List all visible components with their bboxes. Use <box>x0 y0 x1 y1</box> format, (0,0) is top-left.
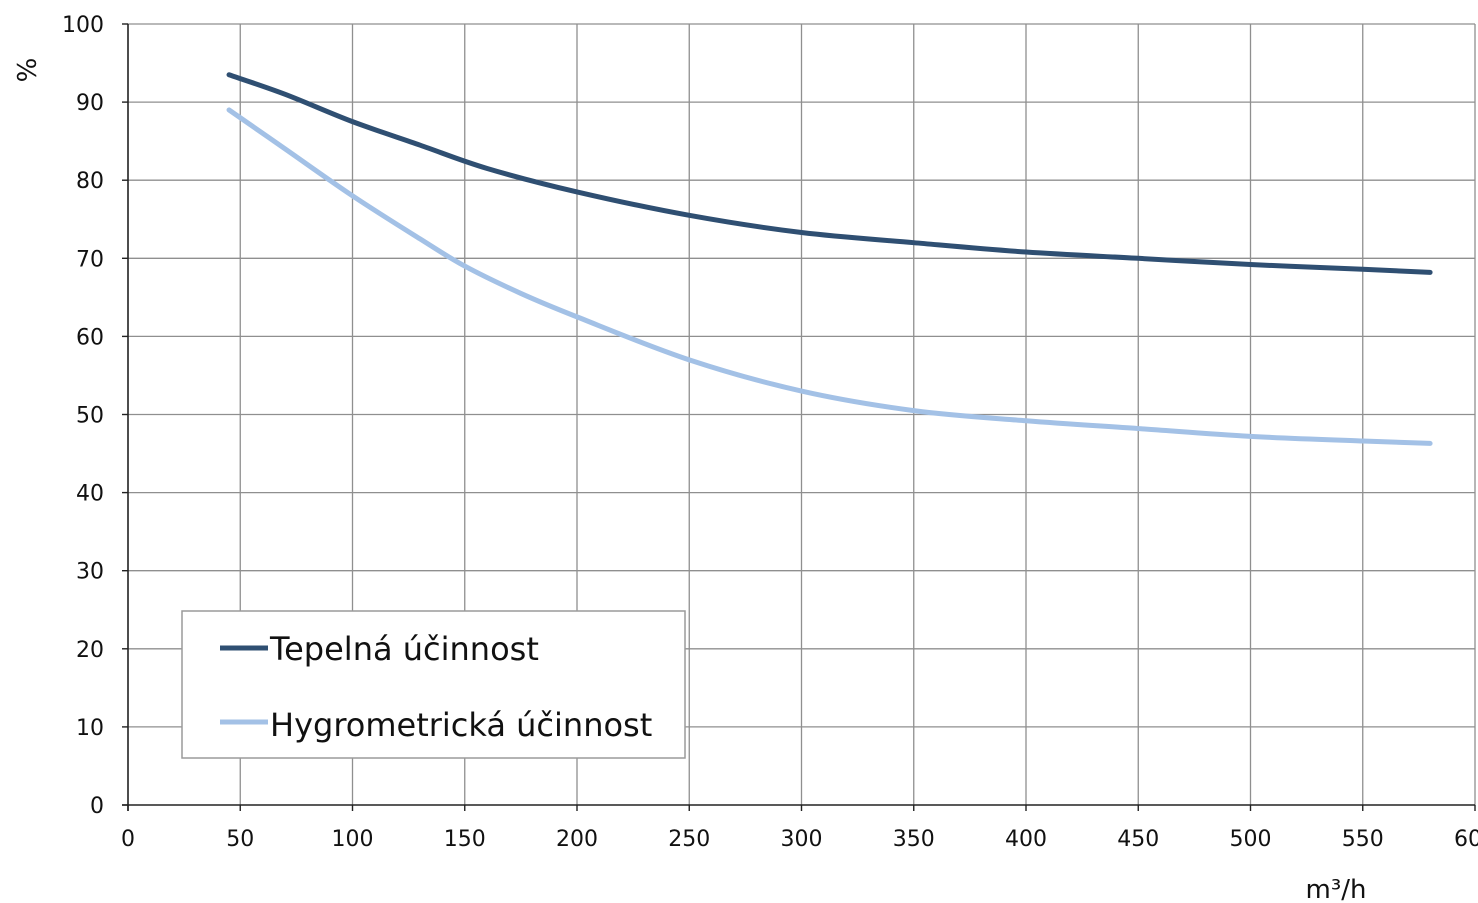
y-tick-label-80: 80 <box>76 169 104 194</box>
y-tick-label-70: 70 <box>76 247 104 272</box>
y-tick-label-40: 40 <box>76 482 104 507</box>
x-tick-label-200: 200 <box>556 827 598 852</box>
x-tick-label-50: 50 <box>226 827 254 852</box>
x-tick-label-100: 100 <box>332 827 374 852</box>
y-tick-label-30: 30 <box>76 560 104 585</box>
x-tick-label-150: 150 <box>444 827 486 852</box>
legend-label-tepelna: Tepelná účinnost <box>269 630 539 668</box>
x-tick-label-250: 250 <box>668 827 710 852</box>
y-tick-label-90: 90 <box>76 91 104 116</box>
y-axis-tick-labels: 0 10 20 30 40 50 60 70 80 90 100 <box>62 13 104 819</box>
y-tick-label-20: 20 <box>76 638 104 663</box>
y-tick-label-60: 60 <box>76 325 104 350</box>
x-tick-label-300: 300 <box>781 827 823 852</box>
y-tick-label-100: 100 <box>62 13 104 38</box>
x-tick-label-450: 450 <box>1117 827 1159 852</box>
legend-box <box>181 610 686 759</box>
series-line-tepelna <box>226 72 1433 275</box>
series-line-hygrometricka <box>226 107 1433 446</box>
y-tick-label-10: 10 <box>76 716 104 741</box>
axes <box>122 23 1476 811</box>
series-lines <box>226 72 1433 446</box>
x-tick-label-0: 0 <box>121 827 135 852</box>
y-axis-label: % <box>13 58 43 83</box>
x-tick-label-500: 500 <box>1230 827 1272 852</box>
y-tick-label-50: 50 <box>76 404 104 429</box>
x-tick-label-400: 400 <box>1005 827 1047 852</box>
x-axis-tick-labels: 0 50 100 150 200 250 300 350 400 450 500 550 600 <box>121 827 1478 852</box>
legend-label-hygrometricka: Hygrometrická účinnost <box>270 706 652 744</box>
x-tick-label-600: 600 <box>1454 827 1478 852</box>
grid <box>128 23 1476 805</box>
x-tick-label-550: 550 <box>1342 827 1384 852</box>
x-axis-label: m³/h <box>1306 875 1367 903</box>
legend: Tepelná účinnost Hygrometrická účinnost <box>181 610 686 759</box>
y-tick-label-0: 0 <box>90 794 104 819</box>
x-tick-label-350: 350 <box>893 827 935 852</box>
